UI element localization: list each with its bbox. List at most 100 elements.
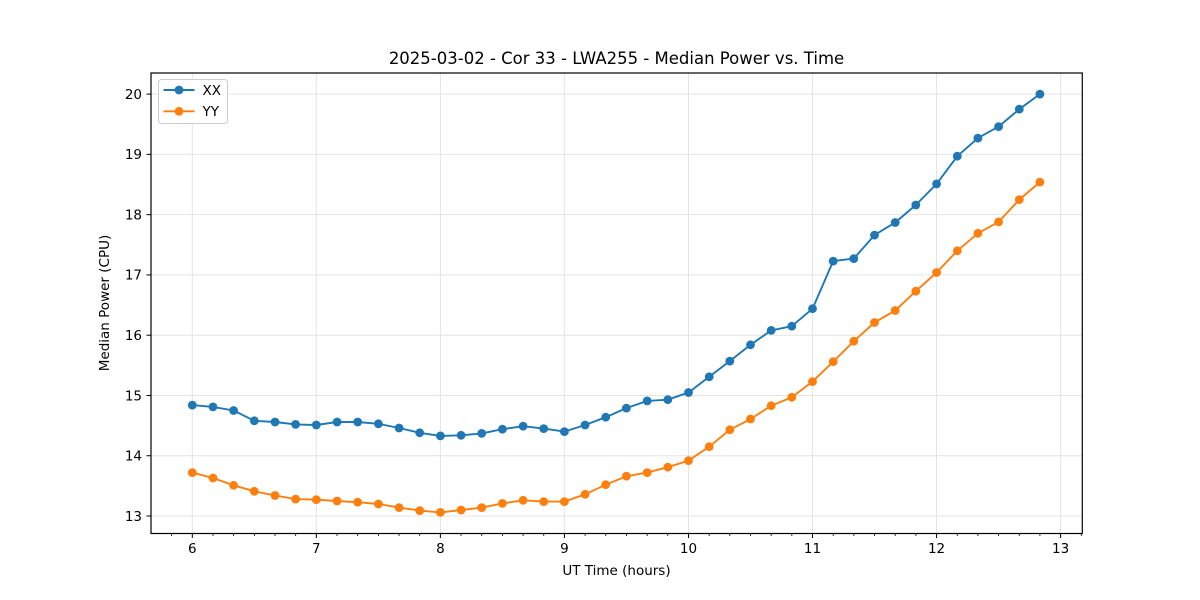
data-point-YY — [436, 508, 445, 517]
data-point-YY — [477, 503, 487, 512]
data-point-XX — [725, 356, 735, 366]
data-point-YY — [849, 336, 859, 346]
legend-label-XX: XX — [203, 83, 222, 99]
data-point-YY — [394, 503, 404, 512]
data-point-XX — [622, 403, 631, 413]
data-point-XX — [849, 254, 859, 263]
data-point-XX — [1035, 89, 1045, 99]
ticks-layer — [146, 93, 1082, 538]
data-point-YY — [270, 491, 280, 500]
x-tick-label-10: 10 — [680, 541, 697, 557]
chart-title: 2025-03-02 - Cor 33 - LWA255 - Median Po… — [389, 49, 844, 68]
data-point-YY — [911, 286, 921, 296]
data-point-XX — [890, 218, 900, 227]
data-point-YY — [932, 268, 941, 277]
data-point-XX — [808, 304, 817, 314]
data-point-XX — [229, 406, 239, 415]
data-point-XX — [560, 427, 569, 436]
series-YY — [187, 177, 1045, 517]
data-point-YY — [580, 489, 590, 499]
legend: XX YY — [158, 79, 228, 124]
x-tick-label-12: 12 — [928, 541, 945, 557]
data-point-YY — [518, 495, 528, 505]
data-point-YY — [973, 228, 983, 238]
data-point-XX — [436, 431, 445, 441]
data-point-XX — [1014, 104, 1024, 114]
data-point-YY — [229, 480, 239, 490]
data-point-XX — [477, 429, 487, 438]
data-point-YY — [684, 456, 693, 465]
data-point-YY — [890, 306, 900, 315]
data-point-YY — [994, 217, 1003, 227]
data-point-XX — [249, 416, 259, 426]
data-point-YY — [952, 246, 962, 256]
data-point-YY — [249, 486, 259, 496]
y-tick-label-13: 13 — [125, 509, 142, 525]
data-point-XX — [415, 428, 425, 438]
x-tick-label-11: 11 — [804, 541, 821, 557]
data-point-YY — [870, 318, 879, 327]
data-point-YY — [1035, 177, 1045, 187]
data-point-YY — [187, 468, 197, 477]
y-tick-label-15: 15 — [125, 388, 142, 404]
data-point-YY — [828, 357, 838, 367]
tick-labels-layer: 6 7 8 9 10 11 12 13 13 14 15 16 17 18 19 20 — [125, 87, 1069, 557]
data-point-XX — [374, 419, 383, 429]
x-tick-label-8: 8 — [436, 541, 445, 557]
x-tick-label-9: 9 — [560, 541, 569, 557]
data-point-YY — [1014, 195, 1024, 205]
data-point-YY — [601, 480, 611, 490]
data-point-XX — [539, 424, 549, 433]
series-XX — [187, 89, 1045, 441]
data-point-XX — [291, 420, 300, 429]
data-point-YY — [766, 401, 776, 411]
series-line-XX — [191, 93, 1041, 437]
x-tick-label-6: 6 — [188, 541, 197, 557]
data-point-YY — [498, 499, 507, 508]
data-point-XX — [187, 400, 197, 410]
data-point-XX — [601, 412, 611, 422]
legend-marker-sample — [174, 85, 184, 95]
data-point-XX — [394, 423, 404, 433]
data-point-YY — [746, 414, 755, 424]
series-line-YY — [191, 181, 1041, 514]
data-point-YY — [622, 471, 631, 481]
y-tick-label-20: 20 — [125, 87, 142, 103]
data-point-YY — [725, 425, 735, 435]
data-point-XX — [932, 179, 941, 189]
legend-marker-sample — [174, 106, 184, 116]
y-tick-label-14: 14 — [125, 449, 142, 465]
data-point-XX — [994, 122, 1003, 131]
data-point-YY — [663, 462, 673, 472]
data-point-XX — [456, 430, 466, 440]
data-point-YY — [415, 506, 425, 515]
data-point-XX — [787, 321, 797, 331]
plot-border — [150, 72, 1083, 535]
data-point-XX — [580, 420, 590, 430]
data-point-YY — [704, 442, 714, 452]
data-point-YY — [374, 499, 383, 509]
x-axis-label: UT Time (hours) — [562, 563, 670, 579]
data-point-YY — [808, 377, 817, 386]
data-point-YY — [456, 505, 466, 515]
data-point-XX — [498, 424, 507, 434]
y-tick-label-17: 17 — [125, 268, 142, 284]
legend-entry-XX: XX — [163, 83, 222, 99]
data-point-YY — [560, 497, 569, 506]
data-point-XX — [828, 256, 838, 266]
data-point-YY — [642, 468, 652, 477]
x-tick-label-13: 13 — [1052, 541, 1069, 557]
legend-label-YY: YY — [202, 104, 220, 120]
y-tick-label-18: 18 — [125, 207, 142, 223]
gridlines-layer — [151, 73, 1083, 534]
x-tick-label-7: 7 — [312, 541, 321, 557]
data-point-XX — [663, 395, 673, 405]
data-point-XX — [973, 133, 983, 143]
data-point-XX — [332, 417, 342, 427]
data-point-XX — [746, 340, 755, 350]
data-point-XX — [642, 396, 652, 406]
data-point-YY — [311, 495, 321, 505]
data-point-XX — [311, 420, 321, 430]
